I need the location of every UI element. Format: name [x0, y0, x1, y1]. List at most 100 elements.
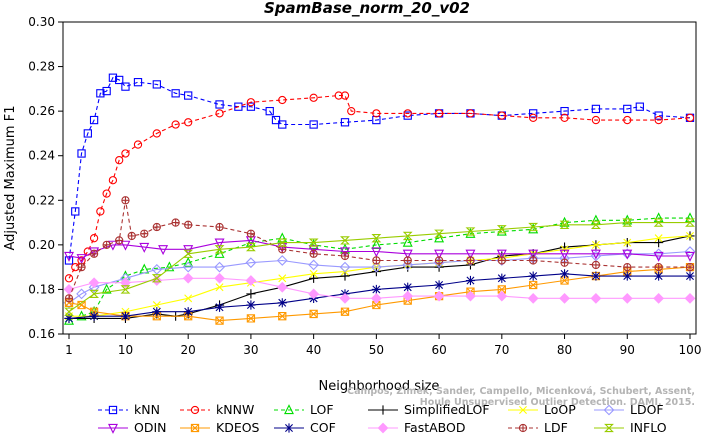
data-point-ldof — [308, 259, 320, 271]
y-tick-label: 0.26 — [28, 104, 55, 118]
data-point-fastabod — [370, 292, 382, 304]
data-point-kdeos — [246, 314, 256, 323]
data-point-fastabod — [245, 275, 257, 286]
data-point-odin — [89, 247, 100, 258]
data-point-ldf — [278, 245, 287, 254]
data-point-ldof — [339, 261, 351, 273]
data-point-knnw — [96, 207, 105, 216]
data-point-loop — [686, 231, 694, 240]
data-point-ldf — [403, 256, 412, 265]
data-point-ldf — [309, 249, 318, 258]
legend-swatch — [594, 423, 624, 433]
data-point-ldf — [340, 251, 350, 261]
y-tick-label: 0.18 — [28, 282, 55, 296]
data-point-kdeos — [497, 285, 506, 294]
data-point-cof — [183, 307, 193, 317]
data-point-odin — [120, 240, 131, 251]
data-point-knnw — [152, 129, 161, 138]
data-point-odin — [76, 254, 87, 265]
legend-swatch-marker — [378, 405, 388, 415]
data-point-knnw — [246, 98, 256, 107]
data-point-knn — [171, 89, 180, 98]
x-tick-label: 90 — [620, 343, 635, 357]
data-point-knnw — [133, 140, 143, 149]
legend-swatch — [368, 405, 398, 415]
data-point-ldf — [372, 256, 381, 265]
legend-swatch-marker — [377, 422, 389, 434]
data-point-lof — [590, 214, 601, 225]
data-point-ldof — [76, 288, 87, 300]
legend-swatch — [594, 404, 624, 416]
data-point-fastabod — [684, 292, 696, 304]
data-point-cof — [497, 273, 507, 283]
data-point-odin — [371, 247, 382, 258]
legend-swatch-marker — [190, 423, 200, 433]
data-point-knn — [246, 102, 256, 111]
data-point-fastabod — [339, 292, 351, 304]
data-point-cof — [64, 313, 74, 323]
data-point-knn — [623, 104, 632, 114]
y-tick-label: 0.24 — [28, 149, 55, 163]
data-point-knnw — [560, 113, 569, 122]
data-point-fastabod — [214, 272, 225, 284]
data-point-knnw — [115, 156, 124, 165]
data-point-inflo — [214, 245, 225, 254]
legend-label: INFLO — [630, 420, 667, 435]
data-point-fastabod — [465, 290, 476, 302]
data-point-odin — [214, 238, 225, 249]
data-point-fastabod — [151, 275, 163, 286]
series-ldf — [64, 196, 695, 303]
data-point-knn — [121, 82, 130, 91]
series-line-simplifiedlof — [69, 235, 691, 319]
x-tick-label: 20 — [181, 343, 196, 357]
data-point-inflo — [434, 229, 445, 238]
watermark-credit: Campos, Zimek, Sander, Campello, Micenko… — [347, 386, 695, 408]
legend-swatch-marker — [603, 404, 615, 416]
data-point-odin — [528, 249, 539, 260]
data-point-kdeos — [215, 316, 224, 325]
data-point-lof — [685, 212, 695, 223]
data-point-fastabod — [182, 272, 194, 284]
legend-swatch-marker — [518, 423, 528, 433]
data-point-cof — [622, 271, 632, 281]
data-point-knnw — [434, 109, 444, 118]
data-point-knn — [654, 111, 663, 120]
plot-frame — [62, 21, 697, 335]
data-point-cof — [246, 300, 256, 310]
legend-swatch-marker — [284, 423, 294, 433]
data-point-inflo — [183, 249, 194, 258]
chart-title: SpamBase_norm_20_v02 — [264, 0, 470, 17]
data-point-loop — [560, 245, 569, 254]
data-point-odin — [107, 240, 118, 251]
data-point-fastabod — [621, 292, 633, 304]
data-point-inflo — [340, 236, 350, 245]
data-point-lof — [183, 256, 194, 267]
series-knn — [64, 73, 695, 265]
y-tick-label: 0.16 — [28, 327, 55, 341]
data-point-knnw — [403, 109, 412, 118]
data-point-ldf — [654, 263, 663, 272]
data-point-simplifiedlof — [246, 289, 256, 299]
data-point-lof — [277, 232, 288, 243]
data-point-knnw — [108, 176, 118, 185]
data-point-knn — [184, 91, 193, 100]
legend-label: kNN — [134, 402, 160, 417]
data-point-ldf — [623, 263, 632, 272]
y-tick-label: 0.20 — [28, 238, 55, 252]
data-point-fastabod — [402, 290, 414, 302]
x-tick-label: 1 — [65, 343, 73, 357]
data-point-fastabod — [120, 277, 131, 289]
series-line-kdeos — [68, 266, 691, 322]
data-point-cof — [403, 282, 413, 292]
data-point-inflo — [465, 227, 476, 236]
legend-swatch-marker — [284, 404, 294, 415]
data-point-knn — [591, 104, 601, 114]
data-point-kdeos — [529, 280, 538, 290]
legend-label: LDF — [544, 420, 568, 435]
data-point-knn — [271, 115, 281, 125]
series-fastabod — [63, 272, 696, 304]
series-inflo — [64, 218, 695, 316]
data-point-ldf — [591, 260, 601, 270]
data-point-inflo — [590, 220, 601, 229]
data-point-odin — [277, 242, 288, 253]
